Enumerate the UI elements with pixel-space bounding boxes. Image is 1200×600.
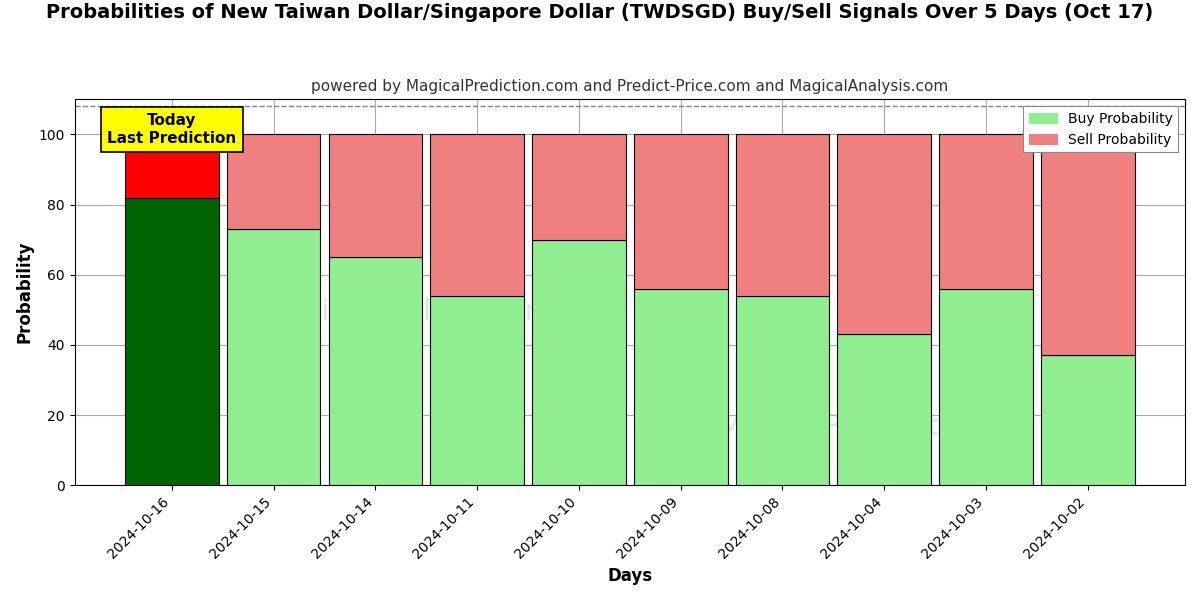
Bar (634, 134, 727, 289)
Bar (736, 296, 829, 485)
Bar (1040, 355, 1134, 485)
Bar (838, 334, 931, 485)
Bar (940, 134, 1033, 289)
Bar (329, 134, 422, 257)
Bar (940, 289, 1033, 485)
Bar (838, 134, 931, 334)
Bar (227, 134, 320, 229)
Bar (532, 239, 625, 485)
Legend: Buy Probability, Sell Probability: Buy Probability, Sell Probability (1024, 106, 1178, 152)
Bar (532, 134, 625, 239)
Bar (329, 257, 422, 485)
Bar (125, 134, 218, 197)
Bar (227, 229, 320, 485)
Bar (431, 296, 524, 485)
Bar (1040, 134, 1134, 355)
Text: MagicalAnalysis.com: MagicalAnalysis.com (263, 298, 552, 326)
Bar (125, 197, 218, 485)
Bar (736, 134, 829, 296)
Y-axis label: Probability: Probability (16, 241, 34, 343)
Bar (431, 134, 524, 296)
Bar (634, 289, 727, 485)
X-axis label: Days: Days (607, 567, 653, 585)
Text: MagicalPrediction.com: MagicalPrediction.com (718, 413, 1031, 441)
Text: Today
Last Prediction: Today Last Prediction (107, 113, 236, 146)
Text: Probabilities of New Taiwan Dollar/Singapore Dollar (TWDSGD) Buy/Sell Signals Ov: Probabilities of New Taiwan Dollar/Singa… (47, 3, 1153, 22)
Title: powered by MagicalPrediction.com and Predict-Price.com and MagicalAnalysis.com: powered by MagicalPrediction.com and Pre… (311, 79, 948, 94)
